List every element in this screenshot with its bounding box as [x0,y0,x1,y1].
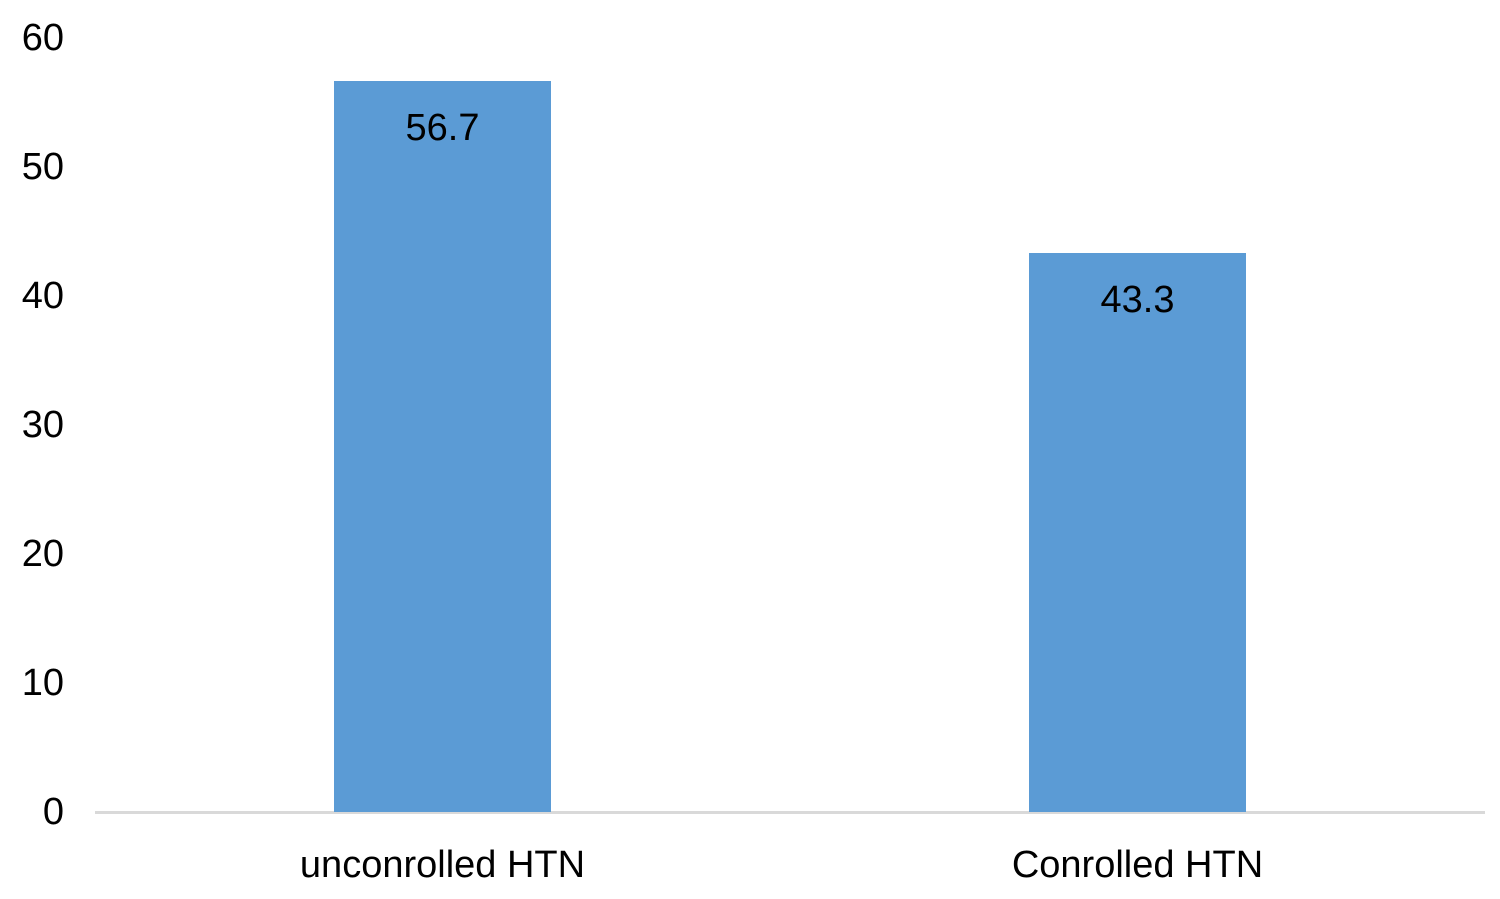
x-axis-category-label: unconrolled HTN [299,844,586,886]
y-axis-tick-label: 20 [21,533,64,575]
y-axis-tick-label: 30 [21,404,64,446]
y-axis-tick-label: 50 [21,146,64,188]
bar: 56.7 [334,80,551,812]
y-axis-tick-label: 0 [42,791,64,833]
data-label: 56.7 [405,106,480,149]
y-axis-tick-label: 40 [21,275,64,317]
x-axis-category-label: Conrolled HTN [1011,844,1264,886]
y-axis-tick-label: 60 [21,17,64,59]
y-axis-tick-label: 10 [21,662,64,704]
x-axis-line [95,811,1485,814]
bar: 43.3 [1029,253,1246,812]
data-label: 43.3 [1100,279,1175,322]
